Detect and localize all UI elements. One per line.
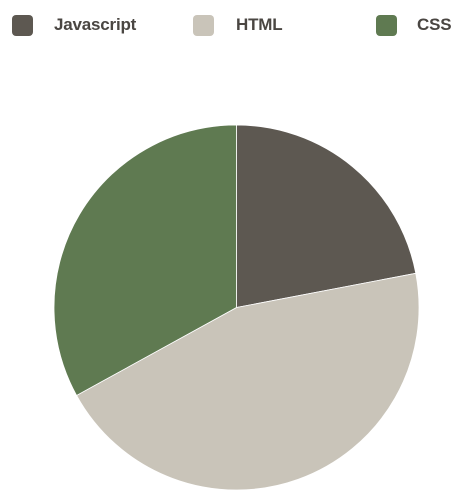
pie-slice-javascript[interactable] (236, 124, 417, 308)
legend-swatch-html (193, 14, 214, 36)
legend-item-javascript[interactable]: Javascript (12, 14, 136, 36)
legend-item-css[interactable]: CSS (376, 14, 452, 36)
pie-slice-css[interactable] (53, 124, 237, 396)
legend-label-html: HTML (236, 15, 283, 34)
legend-label-javascript: Javascript (54, 15, 137, 34)
legend-swatch-css (376, 14, 397, 36)
legend-swatch-javascript (12, 14, 33, 36)
legend-label-css: CSS (417, 15, 452, 34)
chart-legend: Javascript HTML CSS (0, 0, 461, 50)
legend-item-html[interactable]: HTML (193, 14, 283, 36)
pie-slice-html[interactable] (76, 272, 420, 491)
